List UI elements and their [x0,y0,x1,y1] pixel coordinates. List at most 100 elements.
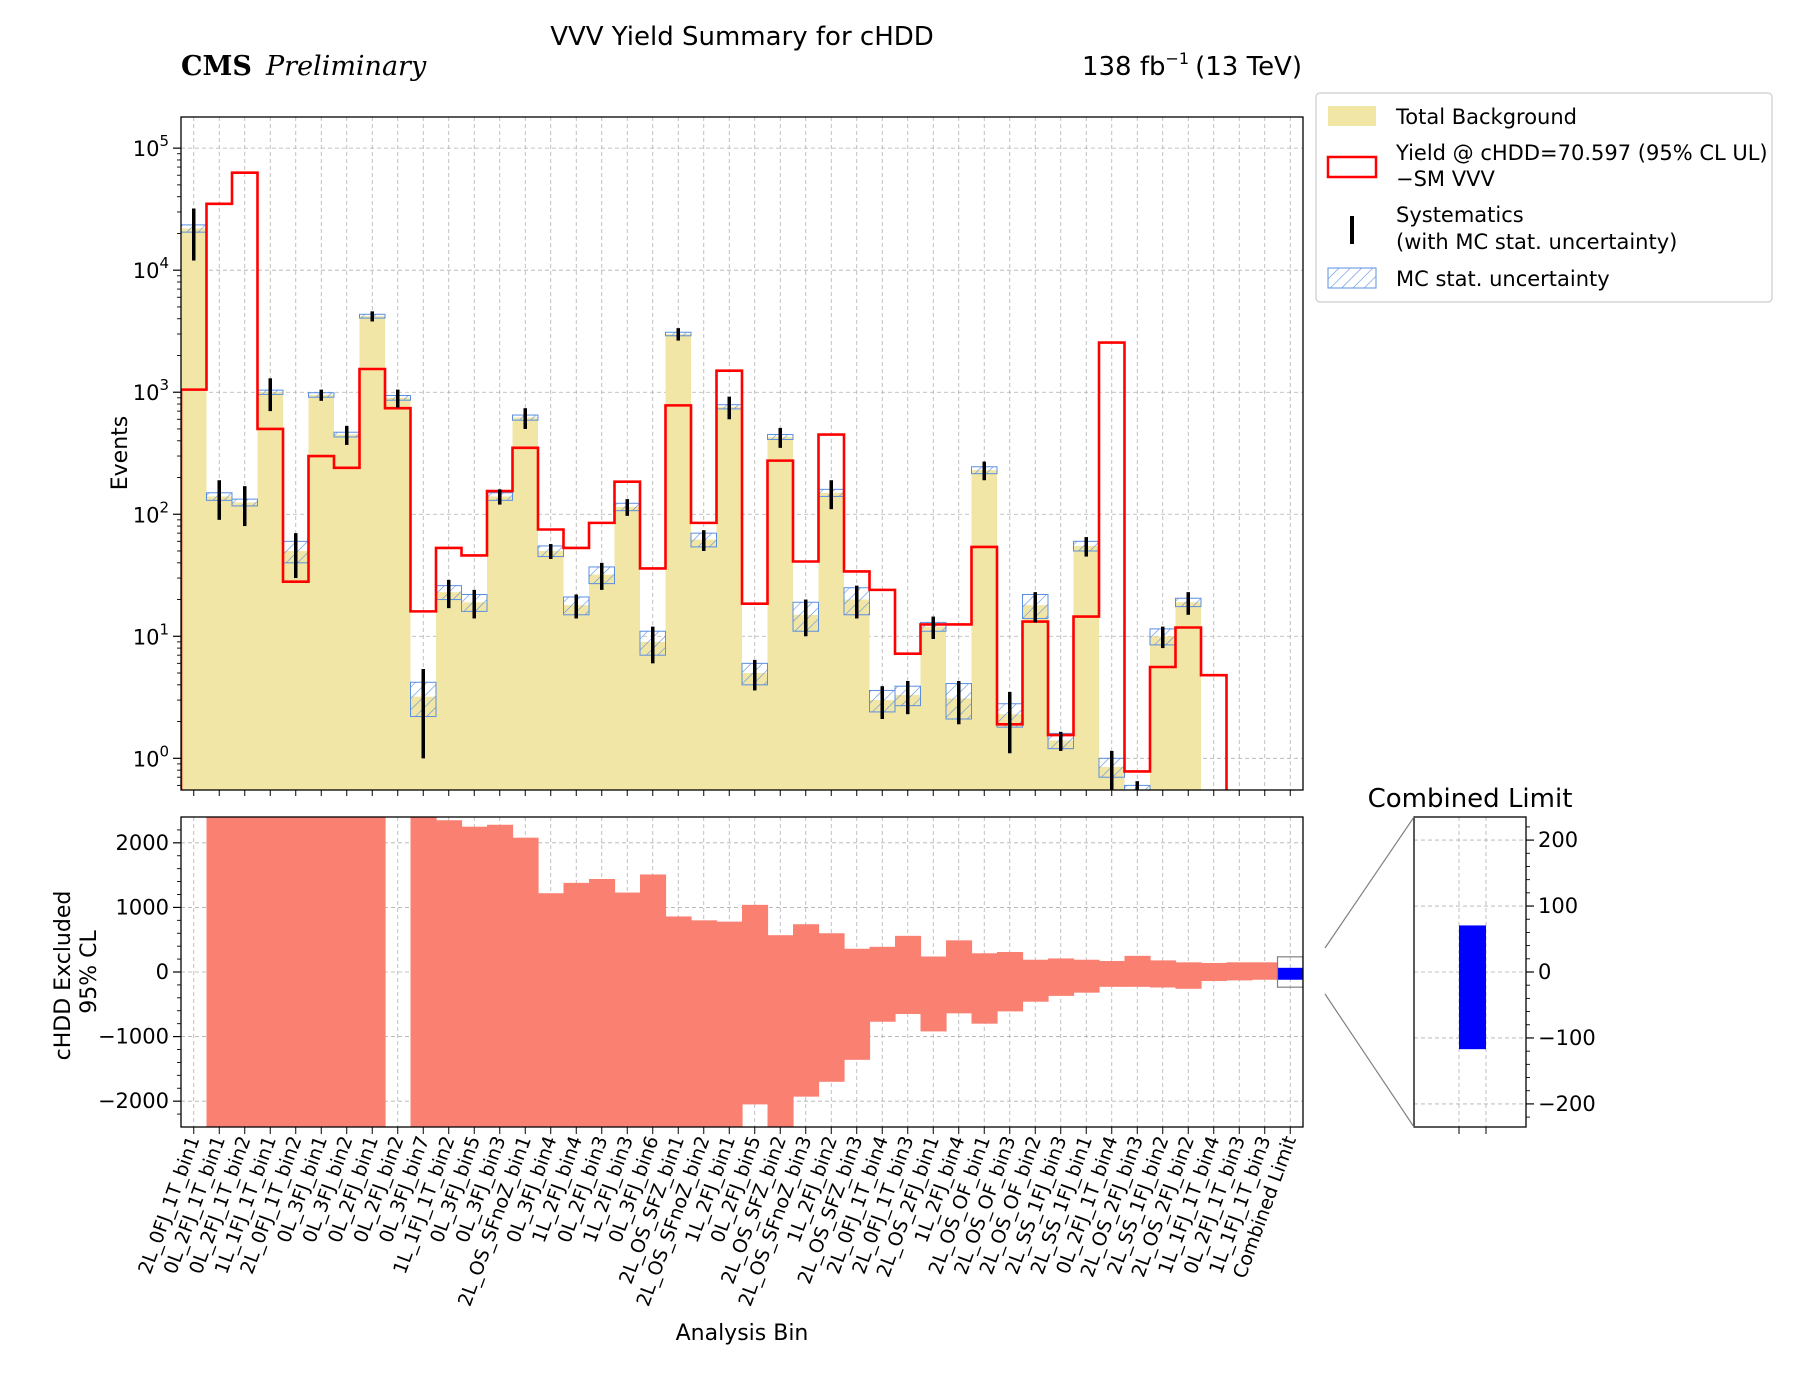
background-bar [461,602,487,790]
excluded-range-bar [308,817,335,1127]
background-bar [257,392,283,790]
background-bar [436,592,462,790]
x-axis-label: Analysis Bin [676,1321,809,1346]
background-bar [1150,636,1176,790]
background-bar [920,626,946,790]
legend-swatch-mcstat [1327,267,1377,289]
top-y-tick-label: 104 [133,254,169,283]
top-y-tick-label: 105 [133,132,169,161]
combined-y-tick-label: 0 [1538,960,1551,984]
preliminary-label: Preliminary [265,51,427,82]
bottom-y-label-line1: cHDD Excluded [51,891,76,1061]
excluded-range-bar [1124,955,1151,987]
legend-label-signal-line1: Yield @ cHDD=70.597 (95% CL UL) [1395,141,1768,165]
background-bar [487,496,513,790]
zoom-connector-bottom [1324,993,1415,1128]
background-bar [589,574,615,790]
excluded-range-bar [869,946,896,1022]
excluded-range-bar [742,904,769,1105]
zoom-connector-top [1324,816,1415,949]
background-bar [283,550,309,790]
excluded-range-bar [334,817,361,1127]
background-bar [665,333,691,790]
excluded-range-bar [895,935,922,1014]
bottom-y-tick-label: 2000 [116,831,169,855]
excluded-range-bar [767,935,794,1127]
excluded-range-bar [1073,959,1100,993]
background-bar [538,550,564,790]
excluded-range-bar [946,940,973,1014]
excluded-range-bar [283,817,310,1127]
legend-swatch-signal [1326,155,1378,179]
bottom-y-label-line2: 95% CL [77,930,102,1014]
bottom-y-tick-label: 0 [156,960,169,984]
top-y-tick-label: 100 [133,742,169,771]
combined-limit-inset-bar [1459,925,1486,1050]
background-bar [181,228,207,790]
background-bar [206,496,232,790]
excluded-range-bar [818,933,845,1082]
background-bar [716,406,742,790]
legend-label-syst-line2: (with MC stat. uncertainty) [1396,230,1677,254]
excluded-range-bar [1022,959,1049,1002]
excluded-range-bar [512,837,539,1127]
lumi-label: 138 fb−1 (13 TeV) [1082,49,1302,82]
excluded-range-bar [971,953,998,1024]
signal-yield-line [181,171,1279,790]
background-bar [691,539,717,790]
excluded-range-bar [1175,962,1202,989]
background-bar [1175,602,1201,790]
top-y-tick-label: 101 [133,620,169,649]
combined-y-tick-label: 200 [1538,828,1578,852]
excluded-range-bar [563,882,590,1127]
legend-swatch-background [1328,106,1376,126]
background-bar [334,434,360,790]
background-bar [1073,545,1099,790]
legend-label-background: Total Background [1395,105,1577,129]
combined-limit-bar [1277,967,1303,980]
excluded-range-bar [206,817,233,1127]
background-bar [767,436,793,790]
excluded-range-bar [1201,962,1228,982]
background-bar [359,316,385,790]
legend-label-signal-line2: −SM VVV [1396,167,1495,191]
background-bar [844,599,870,790]
excluded-range-bar [436,820,463,1127]
excluded-range-bar [589,879,616,1127]
combined-limit-panel: Combined Limit −200 −100 0 100 200 [1324,784,1596,1134]
excluded-range-bar [461,826,488,1127]
top-y-tick-label: 102 [133,498,169,527]
excluded-range-bar [1048,958,1075,996]
legend-frame [1315,92,1773,303]
excluded-range-bar [997,951,1024,1012]
background-bar [232,502,258,790]
top-y-tick-label: 103 [133,376,169,405]
legend: Total Background Yield @ cHDD=70.597 (95… [1315,92,1773,303]
background-bar [1022,605,1048,790]
top-axes-frame [180,116,1304,791]
bottom-y-tick-label: −1000 [98,1025,169,1049]
excluded-range-bar [793,924,820,1097]
background-bar [385,397,411,790]
bottom-y-axis-label: cHDD Excluded 95% CL [51,884,102,1061]
top-y-axis-label: Events [108,416,133,491]
legend-label-mcstat: MC stat. uncertainty [1396,267,1610,291]
chart-title: VVV Yield Summary for cHDD [550,22,934,52]
excluded-range-bar [716,921,743,1127]
legend-label-syst-line1: Systematics [1396,203,1524,227]
excluded-range-bar [691,920,718,1127]
excluded-range-bar [1252,962,1279,980]
background-bar [742,673,768,790]
excluded-range-bar [1099,961,1126,987]
background-bar [640,641,666,790]
excluded-range-bar [665,916,692,1127]
excluded-range-bar [257,817,284,1127]
excluded-range-bar [538,893,565,1127]
bottom-y-tick-label: −2000 [98,1089,169,1113]
excluded-range-bar [487,824,514,1127]
background-bar [614,506,640,790]
zoom-box [1276,956,1303,988]
background-bar [818,492,844,790]
background-bar [563,605,589,790]
